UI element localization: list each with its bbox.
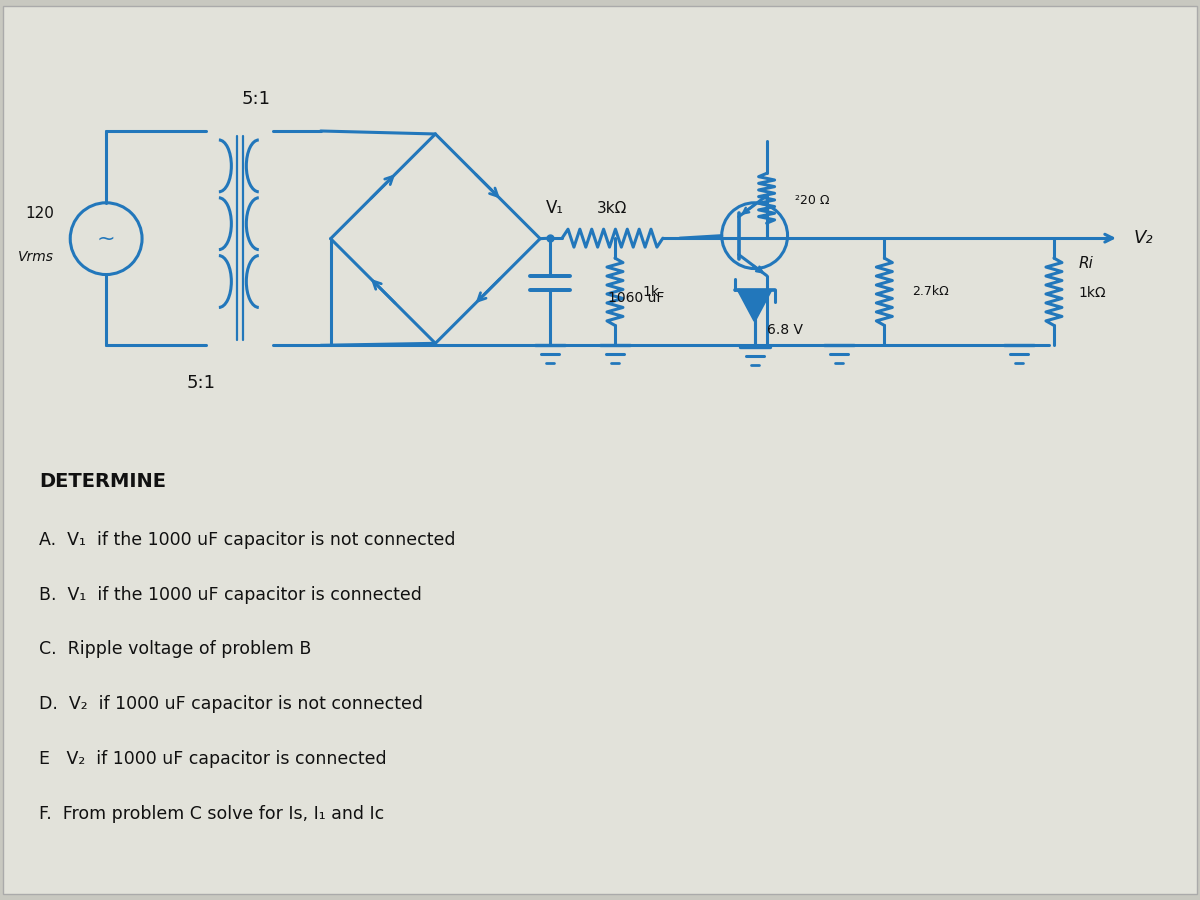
Text: Vrms: Vrms [18, 249, 54, 264]
Text: V₂: V₂ [1134, 230, 1153, 248]
Text: ²20 Ω: ²20 Ω [794, 194, 829, 207]
Text: 120: 120 [25, 206, 54, 221]
Text: E   V₂  if 1000 uF capacitor is connected: E V₂ if 1000 uF capacitor is connected [40, 750, 386, 768]
FancyBboxPatch shape [4, 6, 1196, 894]
Text: 1kΩ: 1kΩ [1079, 286, 1106, 300]
Text: V₁: V₁ [546, 199, 564, 217]
Text: DETERMINE: DETERMINE [40, 472, 167, 491]
Polygon shape [739, 291, 770, 320]
Text: ~: ~ [97, 229, 115, 248]
Text: D.  V₂  if 1000 uF capacitor is not connected: D. V₂ if 1000 uF capacitor is not connec… [40, 695, 424, 713]
Text: B.  V₁  if the 1000 uF capacitor is connected: B. V₁ if the 1000 uF capacitor is connec… [40, 586, 422, 604]
Text: 3kΩ: 3kΩ [598, 201, 628, 216]
Text: 2.7kΩ: 2.7kΩ [912, 285, 949, 298]
Text: 1060 uF: 1060 uF [608, 291, 665, 305]
Text: C.  Ripple voltage of problem B: C. Ripple voltage of problem B [40, 641, 312, 659]
Text: 6.8 V: 6.8 V [767, 323, 803, 338]
Text: 1k: 1k [643, 284, 660, 299]
Text: 5:1: 5:1 [241, 90, 270, 108]
Text: F.  From problem C solve for Is, I₁ and Ic: F. From problem C solve for Is, I₁ and I… [40, 805, 384, 823]
Text: Ri: Ri [1079, 256, 1093, 271]
Text: 5:1: 5:1 [186, 374, 216, 392]
Text: A.  V₁  if the 1000 uF capacitor is not connected: A. V₁ if the 1000 uF capacitor is not co… [40, 531, 456, 549]
